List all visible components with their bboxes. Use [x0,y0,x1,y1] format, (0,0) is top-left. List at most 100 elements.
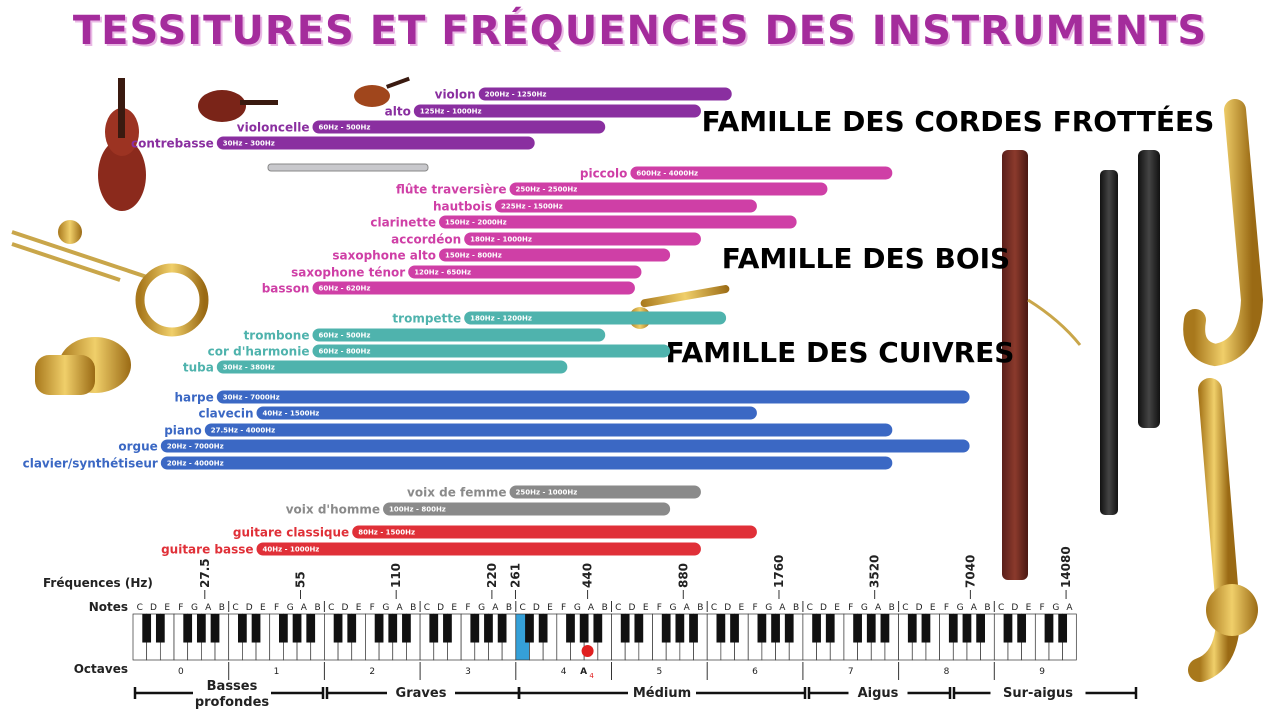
bar-group: 180Hz - 1000Hz accordéon [391,232,701,247]
note-name: E [834,603,840,613]
note-name: A [588,603,595,613]
black-key [853,614,862,643]
range-bar [216,390,970,404]
range-bar [408,265,642,279]
range-bar [312,344,671,358]
range-label: 60Hz - 800Hz [318,348,370,356]
black-key [484,614,493,643]
black-key [1058,614,1068,643]
saxophone-bottom-illustration [1188,378,1258,682]
instrument-label: clarinette [370,216,436,230]
freq-tick-label: 261 [508,563,522,588]
band-label-bg [387,684,455,702]
octave-number: 5 [656,667,662,677]
register-band: Graves [325,684,521,702]
note-name: D [341,603,348,613]
bar-group: 250Hz - 2500Hz flûte traversière [396,182,828,197]
note-name: G [191,603,198,613]
note-name: E [930,603,936,613]
black-key [333,614,343,643]
black-key [579,614,589,643]
a4-marker [581,645,594,657]
band-label-bg [628,684,696,702]
black-key [347,614,357,643]
octave-number: 9 [1039,667,1045,677]
note-name: F [944,603,949,613]
black-key [374,614,384,643]
note-name: B [506,603,512,613]
instrument-label: guitare classique [233,526,349,540]
instrument-label: contrebasse [131,137,214,151]
note-name: G [287,603,294,613]
range-label: 150Hz - 2000Hz [445,219,507,227]
black-key [634,614,644,643]
instrument-label: flûte traversière [396,183,507,197]
black-key [237,614,247,643]
note-name: F [465,603,470,613]
trombone-illustration [11,220,151,282]
note-name: B [697,603,703,613]
note-name: E [547,603,553,613]
notes-axis-label: Notes [89,600,128,614]
range-label: 200Hz - 1250Hz [485,91,547,99]
note-name: D [533,603,540,613]
freq-tick-label: 27.5 [198,558,212,588]
range-label: 125Hz - 1000Hz [420,108,482,116]
black-key [210,614,220,643]
black-key [812,614,821,643]
black-key [771,614,780,643]
note-name: E [643,603,649,613]
note-name: C [232,603,238,613]
range-label: 120Hz - 650Hz [414,269,471,277]
range-bar [256,542,701,556]
octave-number: 6 [752,667,758,677]
instrument-label: trompette [392,312,461,326]
note-name: E [739,603,745,613]
octave-number: 7 [848,667,854,677]
note-name: B [314,603,320,613]
freq-tick-label: 14080 [1059,546,1073,588]
bar-group: 30Hz - 380Hz tuba [183,360,568,375]
instrument-label: trombone [244,329,310,343]
instrument-label: basson [262,282,310,296]
bar-group: 100Hz - 800Hz voix d'homme [286,502,671,517]
black-key [251,614,261,643]
band-label-bg [193,680,271,714]
a4-label: A [580,667,587,677]
note-name: A [971,603,978,613]
bar-group: 150Hz - 800Hz saxophone alto [332,248,671,263]
instrument-label: alto [385,105,411,119]
range-label: 150Hz - 800Hz [445,252,502,260]
range-label: 180Hz - 1200Hz [470,315,532,323]
range-label: 60Hz - 500Hz [318,124,370,132]
black-key [1044,614,1054,643]
note-name: D [724,603,731,613]
family-label-bois: FAMILLE DES BOIS [722,242,1010,275]
black-key [825,614,835,643]
black-key [402,614,411,643]
note-name: F [848,603,853,613]
range-label: 100Hz - 800Hz [389,506,446,514]
a4-subscript: 4 [589,672,594,680]
range-bar [160,439,970,453]
range-bar [383,502,671,516]
violin-illustration [354,76,410,107]
note-name: C [902,603,908,613]
range-label: 250Hz - 2500Hz [516,186,578,194]
note-name: G [670,603,677,613]
black-key [976,614,986,643]
black-key [142,614,152,643]
tuba-illustration [35,337,131,395]
range-bar [312,328,606,342]
band-label: Sur-aigus [1003,686,1073,701]
octave-number: 2 [369,667,375,677]
black-key [962,614,972,643]
instrument-label: clavecin [198,407,253,421]
note-name: B [219,603,225,613]
freq-tick-label: 55 [293,571,307,588]
instrument-label: piano [164,424,202,438]
freq-tick-label: 7040 [963,555,977,588]
octave-number: 1 [274,667,280,677]
octave-number: 3 [465,667,471,677]
